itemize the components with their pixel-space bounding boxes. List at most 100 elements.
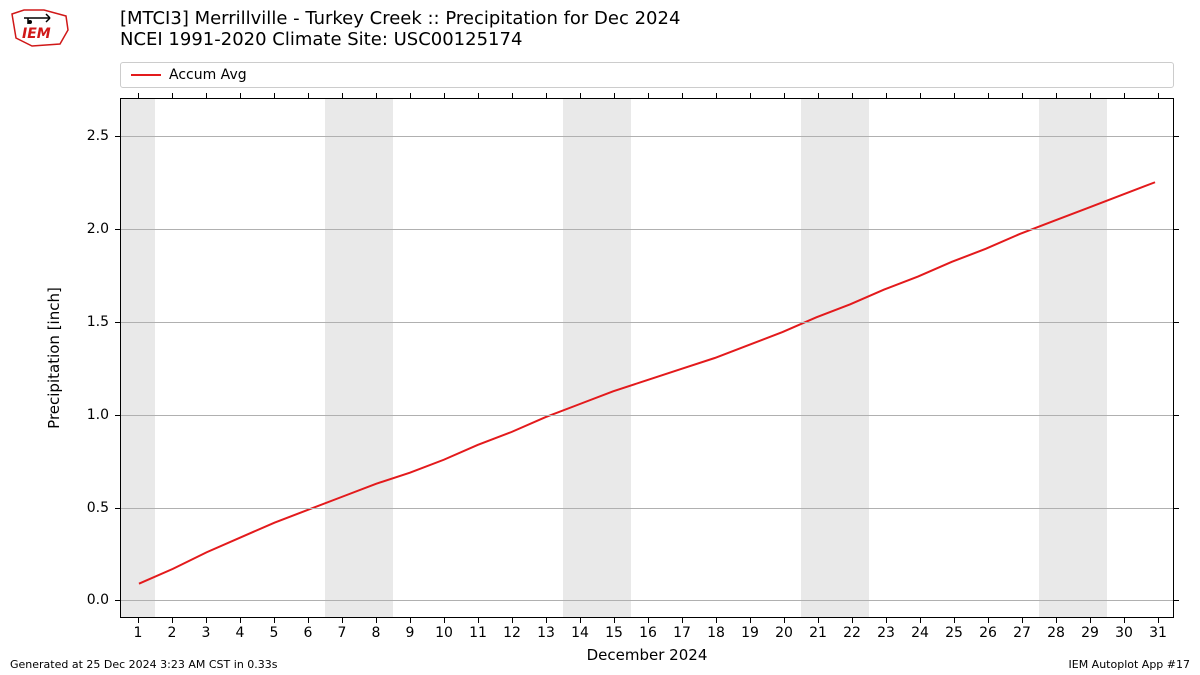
y-tick <box>115 322 121 323</box>
x-tick-label: 15 <box>605 625 623 641</box>
x-tick <box>920 617 921 623</box>
x-tick <box>342 93 343 99</box>
iem-logo: IEM <box>10 8 70 48</box>
gridline <box>121 600 1173 601</box>
x-tick-label: 25 <box>945 625 963 641</box>
y-tick <box>1173 415 1179 416</box>
y-tick <box>115 600 121 601</box>
x-tick <box>920 93 921 99</box>
x-tick-label: 8 <box>372 625 381 641</box>
x-tick-label: 5 <box>270 625 279 641</box>
x-tick-label: 6 <box>304 625 313 641</box>
x-tick <box>682 93 683 99</box>
x-tick-label: 13 <box>537 625 555 641</box>
x-tick <box>1090 617 1091 623</box>
x-tick <box>682 617 683 623</box>
x-tick-label: 21 <box>809 625 827 641</box>
y-tick <box>1173 322 1179 323</box>
footer-app: IEM Autoplot App #17 <box>1069 658 1191 671</box>
x-tick-label: 27 <box>1013 625 1031 641</box>
x-tick <box>988 93 989 99</box>
x-tick-label: 9 <box>406 625 415 641</box>
x-tick <box>954 617 955 623</box>
x-tick-label: 30 <box>1115 625 1133 641</box>
x-tick <box>206 617 207 623</box>
x-tick <box>1158 617 1159 623</box>
x-tick-label: 26 <box>979 625 997 641</box>
x-tick <box>512 93 513 99</box>
line-layer <box>121 99 1173 617</box>
gridline <box>121 229 1173 230</box>
x-tick-label: 14 <box>571 625 589 641</box>
x-tick-label: 2 <box>168 625 177 641</box>
x-tick <box>1022 617 1023 623</box>
x-tick <box>308 617 309 623</box>
y-tick-label: 0.0 <box>87 592 109 608</box>
x-tick <box>580 93 581 99</box>
y-tick-label: 0.5 <box>87 500 109 516</box>
x-tick <box>784 617 785 623</box>
x-tick <box>512 617 513 623</box>
x-tick <box>444 617 445 623</box>
gridline <box>121 322 1173 323</box>
x-tick <box>580 617 581 623</box>
x-tick <box>716 93 717 99</box>
x-tick-label: 1 <box>134 625 143 641</box>
x-tick-label: 19 <box>741 625 759 641</box>
x-tick <box>1124 617 1125 623</box>
x-tick <box>988 617 989 623</box>
x-tick-label: 16 <box>639 625 657 641</box>
x-tick <box>886 93 887 99</box>
x-tick <box>648 617 649 623</box>
x-tick <box>1022 93 1023 99</box>
x-tick-label: 4 <box>236 625 245 641</box>
x-tick <box>818 617 819 623</box>
title-line-2: NCEI 1991-2020 Climate Site: USC00125174 <box>120 29 680 50</box>
y-tick <box>1173 229 1179 230</box>
gridline <box>121 508 1173 509</box>
x-tick <box>716 617 717 623</box>
gridline <box>121 136 1173 137</box>
x-tick-label: 10 <box>435 625 453 641</box>
title-line-1: [MTCI3] Merrillville - Turkey Creek :: P… <box>120 8 680 29</box>
series-accum-avg <box>139 182 1155 583</box>
x-tick <box>954 93 955 99</box>
x-tick <box>750 617 751 623</box>
x-tick-label: 20 <box>775 625 793 641</box>
x-tick <box>206 93 207 99</box>
x-tick-label: 28 <box>1047 625 1065 641</box>
y-tick <box>115 229 121 230</box>
x-tick <box>240 93 241 99</box>
x-tick <box>546 93 547 99</box>
y-tick <box>115 136 121 137</box>
y-tick <box>1173 600 1179 601</box>
x-tick <box>784 93 785 99</box>
x-tick <box>478 93 479 99</box>
footer-generated: Generated at 25 Dec 2024 3:23 AM CST in … <box>10 658 278 671</box>
x-tick <box>274 93 275 99</box>
y-tick <box>1173 136 1179 137</box>
x-tick <box>172 93 173 99</box>
chart-title: [MTCI3] Merrillville - Turkey Creek :: P… <box>120 8 680 50</box>
svg-text:IEM: IEM <box>22 26 51 42</box>
x-tick <box>376 93 377 99</box>
x-tick <box>342 617 343 623</box>
x-tick <box>376 617 377 623</box>
x-tick <box>444 93 445 99</box>
legend-swatch-accum-avg <box>131 74 161 76</box>
y-tick-label: 2.5 <box>87 128 109 144</box>
x-tick <box>274 617 275 623</box>
x-tick <box>614 93 615 99</box>
x-tick-label: 3 <box>202 625 211 641</box>
x-tick <box>410 617 411 623</box>
plot-area: 0.00.51.01.52.02.51234567891011121314151… <box>120 98 1174 618</box>
x-tick <box>138 617 139 623</box>
x-tick <box>750 93 751 99</box>
x-tick <box>1090 93 1091 99</box>
x-tick <box>240 617 241 623</box>
x-tick-label: 18 <box>707 625 725 641</box>
x-tick-label: 11 <box>469 625 487 641</box>
legend-label-accum-avg: Accum Avg <box>169 67 247 83</box>
gridline <box>121 415 1173 416</box>
x-tick <box>138 93 139 99</box>
